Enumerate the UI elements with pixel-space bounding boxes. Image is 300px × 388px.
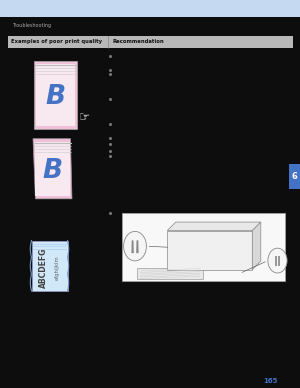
Polygon shape	[136, 240, 139, 253]
Bar	[8, 36, 292, 48]
Circle shape	[268, 248, 287, 273]
Text: efghijklm: efghijklm	[55, 255, 59, 280]
Polygon shape	[252, 222, 261, 270]
Bar	[32, 241, 68, 291]
Text: Recommendation: Recommendation	[112, 40, 164, 44]
Text: Examples of poor print quality: Examples of poor print quality	[11, 40, 101, 44]
Text: 6: 6	[291, 172, 297, 181]
Bar	[122, 213, 285, 281]
Text: Troubleshooting: Troubleshooting	[12, 23, 51, 28]
Bar	[289, 164, 300, 189]
Text: 165: 165	[263, 378, 277, 384]
Bar	[0, 0, 300, 17]
Bar	[35, 142, 70, 196]
Text: B: B	[42, 158, 63, 184]
Bar	[36, 64, 75, 126]
Bar	[167, 230, 252, 270]
Text: ☞: ☞	[79, 111, 90, 124]
Circle shape	[124, 231, 146, 261]
Text: B: B	[45, 84, 66, 110]
Text: ABCDEFG: ABCDEFG	[39, 248, 48, 288]
Polygon shape	[131, 240, 134, 253]
Polygon shape	[167, 222, 261, 230]
Polygon shape	[33, 139, 72, 199]
Polygon shape	[278, 256, 280, 266]
Polygon shape	[137, 268, 203, 279]
Bar	[34, 61, 77, 129]
Polygon shape	[275, 256, 277, 266]
